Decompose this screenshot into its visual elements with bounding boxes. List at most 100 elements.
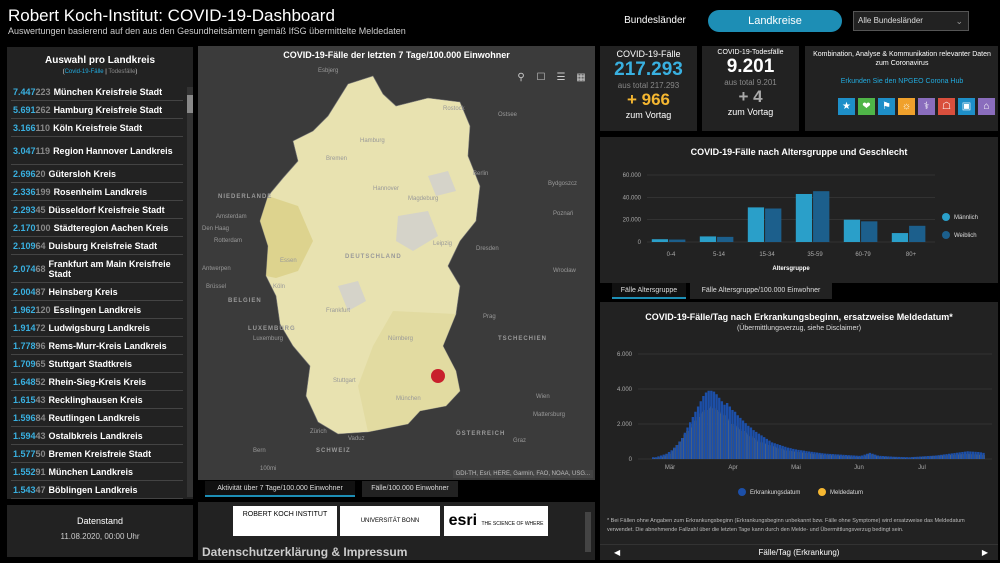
bonn-logo[interactable]: UNIVERSITÄT BONN: [340, 506, 440, 536]
epi-bar[interactable]: [815, 452, 819, 459]
epi-bar[interactable]: [704, 392, 708, 460]
epi-bar[interactable]: [921, 456, 924, 459]
list-item[interactable]: 1.91472 Ludwigsburg Landkreis: [11, 319, 183, 337]
epi-bar[interactable]: [681, 438, 684, 459]
age-bar[interactable]: [765, 208, 782, 243]
list-item[interactable]: 2.00487 Heinsberg Kreis: [11, 283, 183, 301]
epi-bar[interactable]: [889, 456, 893, 459]
epi-bar[interactable]: [958, 452, 961, 459]
epi-bar[interactable]: [955, 452, 959, 459]
epi-bar[interactable]: [932, 455, 935, 459]
epi-bar[interactable]: [979, 452, 983, 459]
list-item[interactable]: 1.54347 Böblingen Landkreis: [11, 481, 183, 499]
epi-bar[interactable]: [821, 453, 824, 459]
hub-app-icon[interactable]: ★: [838, 98, 855, 115]
epi-bar[interactable]: [937, 455, 940, 459]
hotspot-region[interactable]: [431, 369, 445, 383]
age-bar[interactable]: [651, 239, 669, 242]
hub-app-icon[interactable]: ⚑: [878, 98, 895, 115]
epi-bar[interactable]: [855, 455, 858, 459]
age-bar[interactable]: [717, 236, 734, 242]
list-item[interactable]: 1.59443 Ostalbkreis Landkreis: [11, 427, 183, 445]
logos-scrollbar[interactable]: [585, 512, 591, 552]
chevron-left-icon[interactable]: ◀: [614, 548, 621, 557]
epi-bar[interactable]: [792, 448, 795, 459]
epi-bar[interactable]: [768, 440, 771, 459]
epi-bar[interactable]: [969, 451, 972, 459]
list-item[interactable]: 5.691262 Hamburg Kreisfreie Stadt: [11, 101, 183, 119]
epi-bar[interactable]: [659, 455, 663, 460]
list-item[interactable]: 2.29345 Düsseldorf Kreisfreie Stadt: [11, 201, 183, 219]
epi-bar[interactable]: [950, 453, 953, 459]
epi-bar[interactable]: [760, 435, 763, 459]
epi-bar[interactable]: [741, 420, 745, 460]
age-bar[interactable]: [795, 193, 813, 242]
list-item[interactable]: 2.336199 Rosenheim Landkreis: [11, 183, 183, 201]
epi-bar[interactable]: [776, 444, 779, 459]
epi-bar[interactable]: [916, 456, 919, 459]
epi-bar[interactable]: [781, 445, 784, 459]
epi-bar[interactable]: [971, 451, 975, 459]
impressum-link[interactable]: Datenschutzerklärung & Impressum: [202, 545, 408, 559]
epi-bar[interactable]: [689, 422, 692, 459]
epi-bar[interactable]: [765, 438, 768, 459]
epi-bar[interactable]: [974, 451, 977, 459]
epi-bar[interactable]: [786, 447, 790, 459]
epi-bar[interactable]: [850, 455, 853, 459]
age-bar[interactable]: [909, 225, 926, 242]
epi-bar[interactable]: [940, 454, 943, 459]
epi-bar[interactable]: [800, 450, 803, 459]
epi-bar[interactable]: [736, 415, 739, 459]
epi-bar[interactable]: [908, 457, 911, 459]
age-bar[interactable]: [891, 233, 909, 242]
bookmark-icon[interactable]: ☐: [536, 72, 546, 83]
epi-bar[interactable]: [963, 451, 967, 459]
grid-icon[interactable]: ▦: [576, 72, 586, 83]
epi-bar[interactable]: [678, 441, 681, 460]
epi-bar[interactable]: [710, 390, 713, 459]
epi-bar[interactable]: [789, 448, 792, 459]
map-panel[interactable]: COVID-19-Fälle der letzten 7 Tage/100.00…: [198, 46, 595, 480]
epi-bar[interactable]: [657, 456, 660, 459]
bundeslaender-button[interactable]: Bundesländer: [624, 15, 686, 26]
epi-bar[interactable]: [712, 391, 716, 459]
epi-bar[interactable]: [839, 454, 842, 459]
epi-bar[interactable]: [652, 457, 655, 459]
epi-bar[interactable]: [818, 452, 821, 459]
bundesland-select[interactable]: Alle Bundesländer ⌄: [853, 11, 969, 31]
epi-bar[interactable]: [739, 417, 742, 459]
epi-bar[interactable]: [686, 427, 689, 460]
tab-aktivitaet[interactable]: Aktivität über 7 Tage/100.000 Einwohner: [205, 481, 355, 497]
epi-bar[interactable]: [892, 456, 895, 459]
epi-bar[interactable]: [826, 453, 829, 459]
epi-bar[interactable]: [718, 397, 721, 459]
epi-bar[interactable]: [707, 390, 710, 459]
epi-bar[interactable]: [715, 394, 718, 459]
epi-bar[interactable]: [726, 403, 729, 459]
epi-bar[interactable]: [797, 449, 800, 459]
rki-logo[interactable]: ROBERT KOCH INSTITUT: [233, 506, 337, 536]
epi-bar[interactable]: [834, 454, 837, 459]
list-item[interactable]: 2.10964 Duisburg Kreisfreie Stadt: [11, 237, 183, 255]
epi-bar[interactable]: [929, 455, 932, 459]
epi-bar[interactable]: [913, 456, 916, 459]
hub-link[interactable]: Erkunden Sie den NPGEO Corona Hub: [840, 78, 964, 85]
hub-app-icon[interactable]: ☼: [898, 98, 915, 115]
epi-bar[interactable]: [794, 449, 798, 459]
epi-bar[interactable]: [670, 450, 673, 459]
epi-bar[interactable]: [945, 454, 948, 459]
list-scrollbar[interactable]: [187, 87, 193, 497]
age-bar[interactable]: [843, 219, 861, 242]
epi-bar[interactable]: [823, 453, 827, 459]
epi-bar[interactable]: [667, 452, 671, 459]
epi-bar[interactable]: [879, 455, 882, 459]
epi-bar[interactable]: [813, 452, 816, 459]
epi-bar[interactable]: [784, 446, 787, 459]
epi-bar[interactable]: [802, 450, 805, 459]
epi-bar[interactable]: [900, 456, 903, 459]
list-item[interactable]: 1.962120 Esslingen Landkreis: [11, 301, 183, 319]
list-item[interactable]: 3.166110 Köln Kreisfreie Stadt: [11, 119, 183, 137]
epi-bar[interactable]: [829, 453, 832, 459]
hub-app-icon[interactable]: ⌂: [978, 98, 995, 115]
epi-bar[interactable]: [887, 456, 890, 459]
